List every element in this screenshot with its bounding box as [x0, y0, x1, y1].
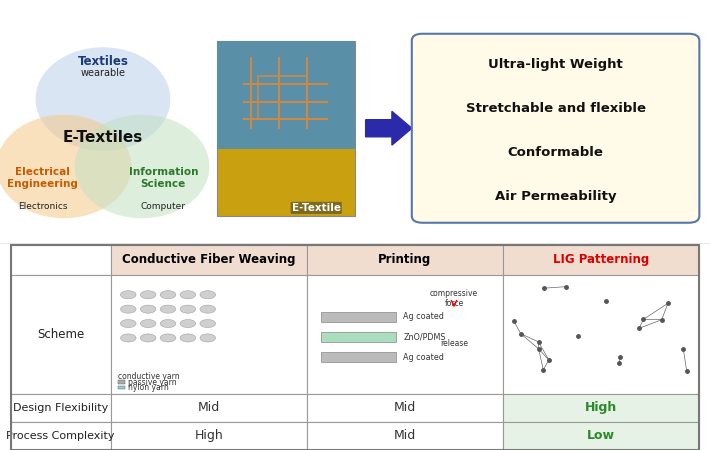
Bar — [503, 394, 699, 422]
Text: Air Permeability: Air Permeability — [495, 190, 616, 203]
Bar — [11, 245, 699, 450]
Ellipse shape — [180, 320, 196, 328]
Ellipse shape — [141, 334, 156, 342]
Text: Computer: Computer — [141, 202, 186, 211]
Ellipse shape — [180, 291, 196, 299]
Ellipse shape — [180, 334, 196, 342]
Ellipse shape — [0, 115, 131, 218]
Text: Design Flexibility: Design Flexibility — [13, 403, 108, 413]
Bar — [258, 76, 307, 119]
Bar — [118, 380, 125, 384]
Bar — [503, 422, 699, 450]
Bar — [321, 312, 395, 322]
Bar — [217, 40, 355, 149]
Ellipse shape — [141, 305, 156, 313]
Text: Electronics: Electronics — [18, 202, 67, 211]
Text: Stretchable and flexible: Stretchable and flexible — [466, 102, 645, 115]
Bar — [111, 245, 307, 274]
Bar — [321, 332, 395, 342]
Bar — [11, 394, 111, 422]
Bar — [111, 274, 307, 394]
Bar — [11, 422, 111, 450]
Bar — [321, 352, 395, 362]
Text: Ultra-light Weight: Ultra-light Weight — [488, 58, 623, 71]
Bar — [307, 422, 503, 450]
Bar — [118, 386, 125, 389]
Text: LIG Patterning: LIG Patterning — [553, 253, 650, 266]
Text: Mid: Mid — [394, 401, 416, 414]
Text: Conformable: Conformable — [508, 146, 604, 159]
Bar — [11, 274, 111, 394]
Bar — [111, 422, 307, 450]
Text: E-Textiles: E-Textiles — [62, 130, 143, 145]
Text: Mid: Mid — [197, 401, 220, 414]
Text: wearable: wearable — [80, 68, 126, 78]
Bar — [111, 394, 307, 422]
Bar — [217, 40, 355, 216]
Bar — [307, 245, 503, 274]
Text: Printing: Printing — [378, 253, 432, 266]
Text: nylon yarn: nylon yarn — [129, 383, 169, 392]
Text: Scheme: Scheme — [37, 328, 84, 341]
Text: conductive yarn: conductive yarn — [118, 372, 179, 381]
Ellipse shape — [200, 305, 216, 313]
Text: Textiles: Textiles — [77, 55, 129, 68]
Ellipse shape — [160, 334, 176, 342]
Ellipse shape — [180, 305, 196, 313]
Text: Process Complexity: Process Complexity — [6, 431, 115, 441]
Text: Electrical
Engineering: Electrical Engineering — [7, 167, 78, 189]
Text: passive yarn: passive yarn — [129, 378, 177, 387]
Ellipse shape — [141, 320, 156, 328]
Ellipse shape — [121, 305, 136, 313]
Text: High: High — [195, 429, 223, 442]
Ellipse shape — [160, 305, 176, 313]
Text: E-Textile: E-Textile — [292, 203, 341, 213]
Text: Ag coated: Ag coated — [403, 353, 444, 362]
Text: Information
Science: Information Science — [129, 167, 198, 189]
Text: Low: Low — [587, 429, 615, 442]
Ellipse shape — [160, 320, 176, 328]
FancyBboxPatch shape — [412, 34, 699, 223]
Text: ZnO/PDMS: ZnO/PDMS — [403, 333, 446, 342]
Bar — [11, 245, 111, 274]
Ellipse shape — [200, 320, 216, 328]
FancyArrow shape — [366, 112, 412, 145]
Ellipse shape — [200, 291, 216, 299]
Ellipse shape — [200, 334, 216, 342]
Ellipse shape — [121, 320, 136, 328]
Text: release: release — [440, 339, 468, 348]
Text: compressive
force: compressive force — [430, 288, 478, 308]
Bar — [503, 274, 699, 394]
Bar — [307, 274, 503, 394]
Ellipse shape — [36, 47, 170, 151]
Text: Mid: Mid — [394, 429, 416, 442]
Bar — [503, 245, 699, 274]
Ellipse shape — [160, 291, 176, 299]
Text: High: High — [585, 401, 617, 414]
Ellipse shape — [121, 334, 136, 342]
Ellipse shape — [141, 291, 156, 299]
Text: Conductive Fiber Weaving: Conductive Fiber Weaving — [122, 253, 295, 266]
Bar — [307, 394, 503, 422]
Ellipse shape — [121, 291, 136, 299]
Text: Ag coated: Ag coated — [403, 312, 444, 321]
Ellipse shape — [75, 115, 209, 218]
